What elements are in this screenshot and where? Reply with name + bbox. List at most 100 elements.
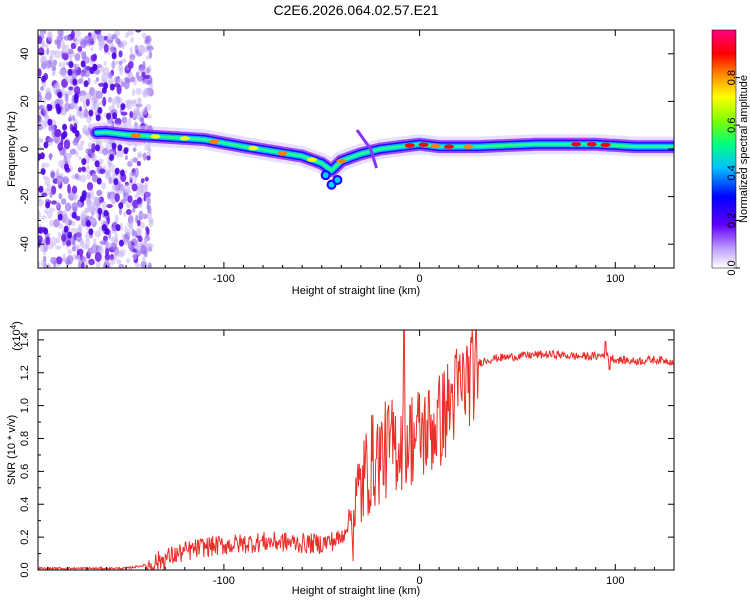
- noise-speck: [124, 119, 128, 126]
- noise-speck: [66, 240, 72, 247]
- noise-speck: [139, 221, 145, 229]
- noise-speck: [55, 256, 63, 265]
- noise-speck: [79, 93, 86, 103]
- noise-speck-strong: [79, 195, 85, 203]
- noise-speck: [41, 56, 48, 65]
- noise-speck: [146, 197, 151, 205]
- noise-speck: [102, 147, 109, 156]
- noise-speck: [121, 58, 127, 64]
- ridge-hotspot: [179, 136, 190, 141]
- snr-ylabel: SNR (10 * v/v): [6, 415, 18, 485]
- noise-speck: [130, 76, 136, 83]
- noise-speck: [119, 207, 122, 216]
- noise-speck: [101, 200, 107, 210]
- noise-speck-strong: [119, 169, 125, 177]
- noise-speck: [79, 140, 85, 146]
- noise-speck-strong: [123, 147, 129, 155]
- noise-speck: [71, 254, 78, 261]
- noise-speck: [71, 202, 78, 212]
- spectrogram-xtick-label: -100: [213, 273, 235, 285]
- noise-speck: [91, 216, 96, 225]
- noise-speck: [114, 232, 119, 242]
- noise-speck: [137, 196, 143, 205]
- noise-speck: [96, 260, 101, 268]
- noise-speck: [46, 47, 50, 56]
- noise-speck: [144, 88, 152, 95]
- snr-ytick-label: 1.4: [19, 332, 31, 347]
- noise-speck: [78, 261, 82, 268]
- noise-speck: [52, 84, 57, 93]
- noise-speck: [91, 151, 96, 161]
- noise-speck: [70, 30, 75, 40]
- snr-ytick-label: 0.4: [19, 497, 31, 512]
- noise-speck-strong: [68, 61, 74, 69]
- noise-speck-strong: [73, 93, 79, 101]
- noise-speck: [104, 253, 111, 261]
- noise-speck: [51, 123, 55, 132]
- noise-speck-strong: [57, 213, 63, 221]
- noise-speck: [42, 162, 50, 168]
- noise-speck: [49, 153, 53, 161]
- noise-speck-strong: [45, 201, 51, 209]
- noise-speck: [41, 43, 49, 48]
- noise-speck-strong: [113, 178, 119, 186]
- colorbar-tick-label: 0.6: [726, 118, 738, 133]
- noise-speck: [144, 106, 148, 114]
- noise-speck: [72, 195, 77, 202]
- noise-speck: [105, 259, 109, 267]
- noise-speck: [68, 86, 74, 91]
- noise-speck: [40, 30, 45, 38]
- noise-speck: [132, 147, 137, 152]
- noise-speck: [76, 144, 84, 151]
- colorbar-label: Normalized spectral amplitude: [738, 75, 750, 223]
- noise-speck: [127, 61, 134, 69]
- noise-speck: [129, 158, 134, 165]
- noise-speck: [58, 193, 63, 200]
- noise-speck-strong: [118, 239, 124, 247]
- noise-speck: [74, 53, 81, 62]
- noise-speck: [38, 114, 42, 124]
- noise-speck: [96, 64, 103, 69]
- noise-speck-strong: [111, 142, 117, 150]
- noise-speck: [56, 39, 61, 49]
- chart-title: C2E6.2026.064.02.57.E21: [273, 2, 438, 18]
- noise-speck: [120, 81, 125, 87]
- colorbar-tick-label: 0.4: [726, 165, 738, 180]
- noise-speck: [94, 230, 102, 238]
- snr-ytick-label: 0.2: [19, 529, 31, 544]
- noise-speck: [62, 176, 70, 185]
- noise-speck: [84, 92, 91, 102]
- noise-speck: [55, 245, 62, 250]
- spectrogram-xlabel: Height of straight line (km): [292, 285, 420, 297]
- noise-speck: [136, 228, 142, 237]
- noise-speck: [57, 30, 64, 37]
- noise-speck: [107, 49, 111, 56]
- noise-speck: [58, 62, 63, 68]
- noise-speck: [52, 59, 58, 66]
- noise-speck: [47, 263, 52, 268]
- noise-speck-strong: [94, 160, 100, 168]
- noise-speck: [120, 249, 126, 257]
- noise-speck: [38, 235, 43, 244]
- noise-speck-strong: [47, 118, 53, 126]
- noise-speck: [124, 32, 129, 39]
- noise-speck: [126, 228, 131, 237]
- noise-speck: [49, 49, 57, 55]
- noise-speck: [38, 105, 42, 111]
- noise-speck: [77, 223, 82, 234]
- noise-speck: [137, 236, 143, 243]
- noise-speck: [101, 181, 106, 190]
- noise-speck-strong: [63, 163, 69, 171]
- noise-speck: [61, 40, 65, 51]
- noise-speck-strong: [67, 231, 73, 239]
- ridge-spike: [355, 129, 378, 169]
- noise-speck-strong: [39, 152, 45, 160]
- noise-speck: [65, 75, 73, 83]
- noise-speck: [140, 117, 145, 125]
- snr-multiplier: (x104): [9, 321, 23, 351]
- noise-speck: [78, 156, 82, 161]
- noise-speck-strong: [86, 220, 92, 228]
- noise-speck: [127, 214, 134, 225]
- noise-speck: [103, 235, 108, 242]
- noise-speck: [62, 253, 66, 263]
